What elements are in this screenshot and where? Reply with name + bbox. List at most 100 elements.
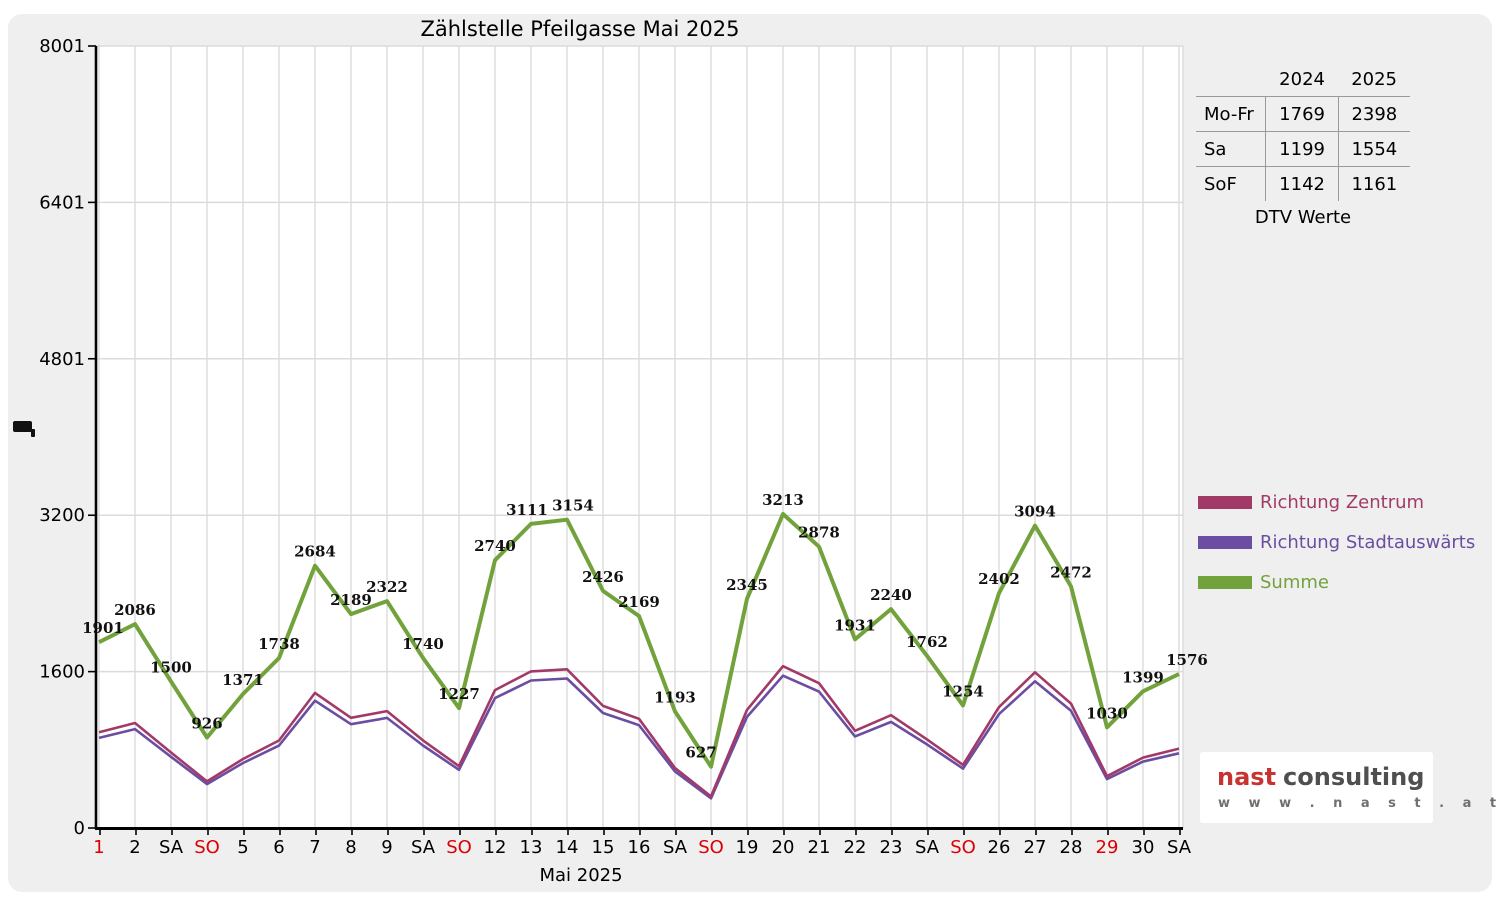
- summe-value-label: 2402: [978, 570, 1020, 588]
- nast-consulting-logo: nast consulting w w w . n a s t . a t: [1200, 752, 1500, 823]
- summe-value-label: 1371: [222, 671, 264, 689]
- dtv-value-cell: 1554: [1337, 131, 1410, 167]
- logo-brand-consulting: consulting: [1283, 763, 1425, 791]
- chart-legend: Richtung Zentrum Richtung Stadtauswärts Su…: [1198, 491, 1476, 614]
- y-tick-label: 6401: [39, 192, 85, 213]
- summe-value-label: 2740: [474, 537, 516, 555]
- x-tick-label: SA: [663, 837, 688, 858]
- dtv-row-label: Mo-Fr: [1196, 96, 1266, 132]
- summe-value-label: 2169: [618, 593, 660, 611]
- x-tick-label: 21: [808, 837, 831, 858]
- legend-label: Richtung Zentrum: [1260, 491, 1425, 513]
- legend-swatch: [1198, 575, 1252, 589]
- x-tick-label: 2: [129, 837, 140, 858]
- x-tick-label: SA: [1167, 837, 1192, 858]
- dtv-caption: DTV Werte: [1254, 207, 1352, 228]
- x-tick-label: 23: [880, 837, 903, 858]
- summe-value-label: 3111: [506, 501, 548, 519]
- x-tick-label: 8: [345, 837, 356, 858]
- summe-value-label: 1740: [402, 635, 444, 653]
- legend-item: Richtung Stadtauswärts: [1198, 531, 1476, 553]
- logo-brand-nast: nast: [1217, 763, 1277, 791]
- y-tick-label: 4801: [39, 349, 85, 370]
- summe-value-label: 3094: [1014, 503, 1056, 521]
- summe-value-label: 1193: [654, 688, 696, 706]
- summe-value-label: 1931: [834, 616, 876, 634]
- x-tick-label: 30: [1132, 837, 1155, 858]
- gridlines: [96, 45, 1184, 828]
- dtv-header-row: 2024 2025: [1196, 62, 1410, 97]
- legend-swatch: [1198, 535, 1252, 549]
- x-tick-label: 15: [592, 837, 615, 858]
- x-tick-label: 26: [988, 837, 1011, 858]
- dtv-row-label: Sa: [1196, 131, 1266, 167]
- legend-item: Summe: [1198, 572, 1475, 593]
- summe-value-label: 2684: [294, 543, 336, 561]
- summe-value-label: 2322: [366, 578, 408, 596]
- summe-value-label: 2426: [582, 568, 624, 586]
- x-tick-label: 12: [484, 837, 507, 858]
- x-tick-label: 19: [736, 837, 759, 858]
- dtv-corner-cell: [1196, 62, 1266, 97]
- summe-value-label: 1399: [1122, 668, 1164, 686]
- dtv-value-cell: 1142: [1265, 166, 1339, 201]
- dtv-col-2025: 2025: [1338, 62, 1410, 97]
- summe-value-label: 1254: [942, 682, 984, 700]
- series-line-summe: [98, 512, 1180, 769]
- x-tick-label: 7: [309, 837, 320, 858]
- x-tick-label: SO: [446, 837, 472, 858]
- x-axis-title: Mai 2025: [539, 865, 622, 886]
- y-tick-label: 1600: [39, 662, 85, 683]
- y-axis-title-illegible: [13, 421, 35, 437]
- x-tick-label: 29: [1096, 837, 1119, 858]
- y-tick-label: 3200: [39, 505, 85, 526]
- y-tick-label: 8001: [39, 36, 85, 57]
- logo-url: w w w . n a s t . a t: [1218, 796, 1500, 811]
- x-tick-label: 9: [381, 837, 392, 858]
- summe-value-label: 2086: [114, 601, 156, 619]
- chart-title: Zählstelle Pfeilgasse Mai 2025: [420, 17, 739, 41]
- summe-value-label: 926: [191, 714, 222, 732]
- x-tick-label: 5: [237, 837, 248, 858]
- x-tick-label: 14: [556, 837, 579, 858]
- legend-swatch: [1198, 495, 1252, 509]
- x-tick-label: 16: [628, 837, 651, 858]
- summe-value-label: 3213: [762, 491, 804, 509]
- dtv-row: Mo-Fr 1769 2398: [1196, 96, 1410, 132]
- dtv-value-cell: 1199: [1265, 131, 1339, 167]
- dtv-value-cell: 1769: [1265, 96, 1339, 132]
- x-tick-label: 13: [520, 837, 543, 858]
- series-line-richtung-zentrum: [98, 664, 1180, 798]
- summe-value-label: 2472: [1050, 563, 1092, 581]
- summe-value-label: 1901: [82, 619, 124, 637]
- summe-value-label: 1762: [906, 633, 948, 651]
- x-tick-label: SO: [950, 837, 976, 858]
- dtv-value-cell: 1161: [1337, 166, 1410, 201]
- x-tick-label: SO: [194, 837, 220, 858]
- summe-value-label: 1738: [258, 635, 300, 653]
- logo-wordmark: nast consulting: [1217, 763, 1433, 791]
- x-tick-label: 22: [844, 837, 867, 858]
- x-tick-label: SA: [411, 837, 436, 858]
- summe-value-label: 2189: [330, 591, 372, 609]
- x-tick-label: 1: [93, 837, 104, 858]
- dtv-row: SoF 1142 1161: [1196, 166, 1410, 201]
- x-tick-label: SA: [915, 837, 940, 858]
- x-tick-label: 20: [772, 837, 795, 858]
- x-tick-label: 28: [1060, 837, 1083, 858]
- summe-value-label: 2345: [726, 576, 768, 594]
- x-tick-label: 27: [1024, 837, 1047, 858]
- summe-value-label: 1030: [1086, 704, 1128, 722]
- x-tick-label: SA: [159, 837, 184, 858]
- x-tick-label: 6: [273, 837, 284, 858]
- summe-value-label: 1576: [1166, 651, 1208, 669]
- dtv-row: Sa 1199 1554: [1196, 131, 1410, 167]
- y-tick-label: 0: [74, 818, 85, 839]
- legend-label: Richtung Stadtauswärts: [1260, 531, 1476, 553]
- summe-value-label: 2240: [870, 586, 912, 604]
- dtv-table-container: 2024 2025 Mo-Fr 1769 2398 Sa 1199 1554 SoF 1142…: [1196, 62, 1410, 228]
- legend-item: Richtung Zentrum: [1198, 491, 1475, 513]
- summe-value-label: 3154: [552, 497, 594, 515]
